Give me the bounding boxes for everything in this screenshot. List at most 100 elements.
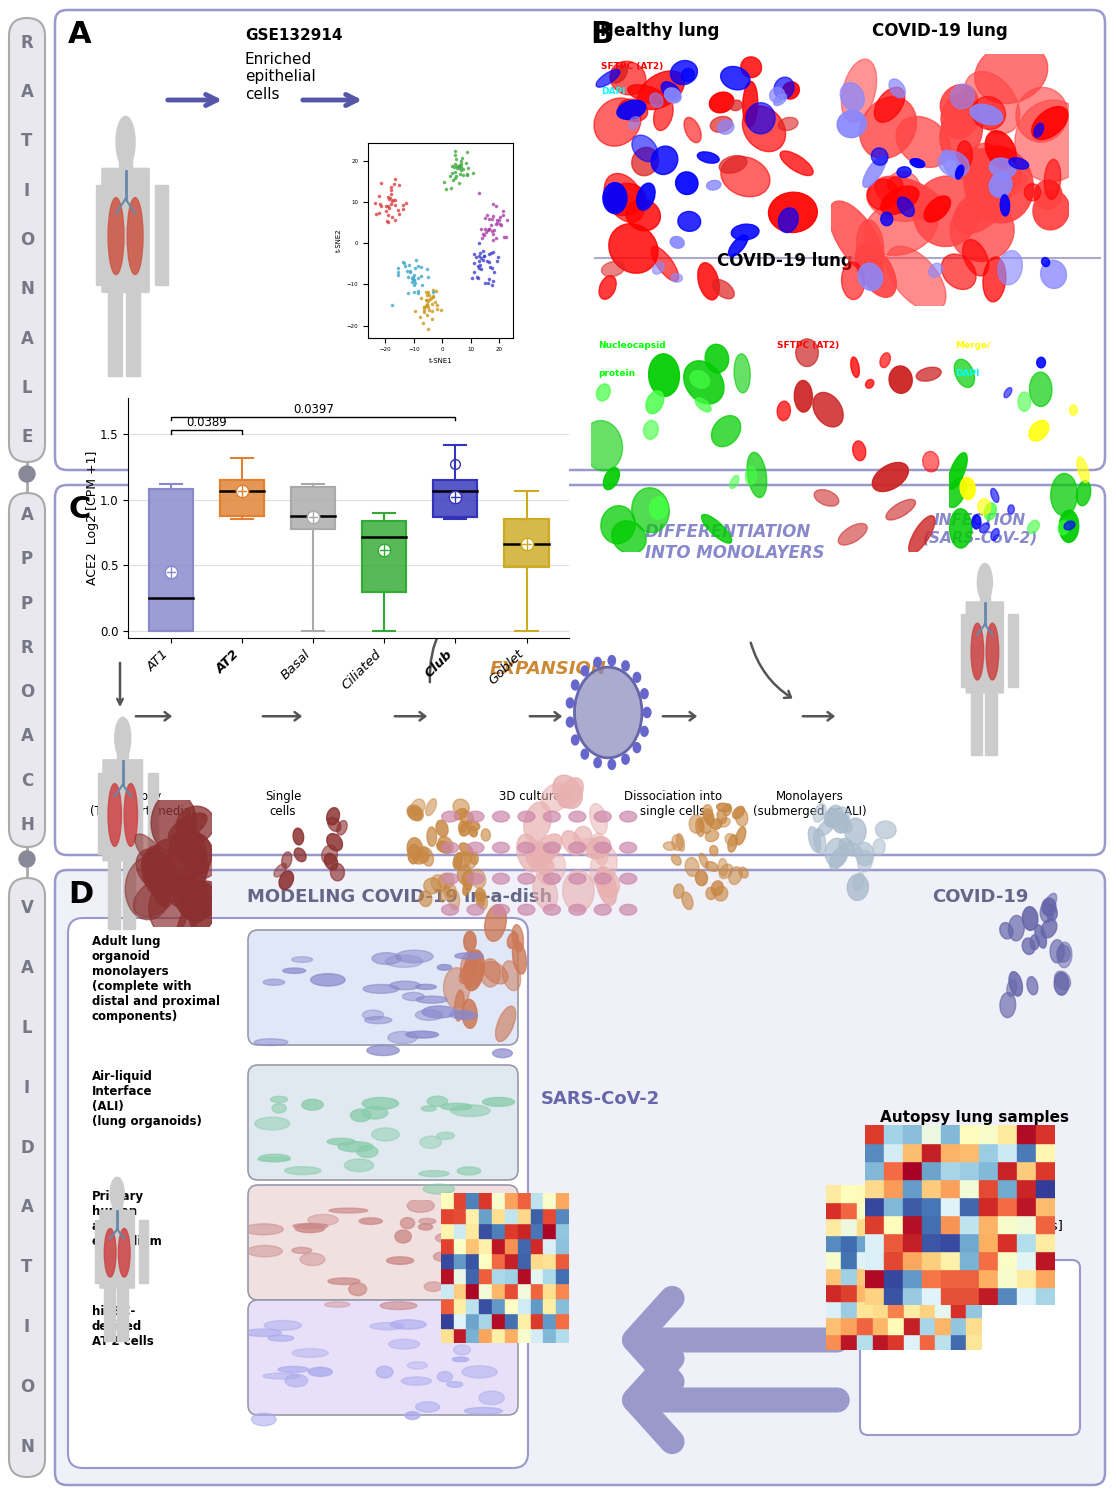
Ellipse shape [244, 1329, 281, 1336]
Ellipse shape [1055, 970, 1070, 990]
Point [484, 268, 502, 292]
Ellipse shape [769, 192, 817, 232]
Ellipse shape [402, 1377, 432, 1384]
Point [379, 194, 397, 217]
Ellipse shape [732, 807, 744, 819]
Bar [888, 1251, 904, 1268]
Ellipse shape [814, 804, 826, 822]
Bar [966, 1202, 982, 1218]
Ellipse shape [633, 672, 641, 682]
Ellipse shape [1000, 993, 1016, 1017]
Bar [935, 1234, 951, 1251]
Ellipse shape [643, 708, 651, 717]
Bar [291, 486, 335, 528]
Point [456, 152, 474, 176]
Ellipse shape [523, 802, 551, 842]
Bar [903, 1179, 922, 1197]
Point [412, 286, 430, 310]
Bar [935, 1251, 951, 1268]
Ellipse shape [327, 834, 343, 850]
Text: Biopsy
(Transport media): Biopsy (Transport media) [90, 790, 195, 818]
Ellipse shape [873, 839, 885, 855]
Ellipse shape [264, 1320, 301, 1330]
Point [384, 188, 402, 211]
Bar [826, 1284, 841, 1300]
Bar [903, 1287, 922, 1305]
Ellipse shape [176, 806, 214, 843]
Bar [951, 1334, 966, 1350]
Ellipse shape [294, 828, 304, 844]
Ellipse shape [745, 466, 757, 484]
Ellipse shape [259, 1154, 290, 1161]
Bar [941, 1215, 960, 1233]
Bar [543, 1222, 556, 1238]
Bar [888, 1317, 904, 1334]
Bar [841, 1268, 857, 1284]
Ellipse shape [462, 999, 478, 1029]
Point [366, 190, 384, 214]
Point [388, 256, 406, 280]
FancyBboxPatch shape [248, 1185, 518, 1300]
Point [408, 266, 426, 290]
Bar [518, 1238, 530, 1252]
Ellipse shape [628, 84, 666, 104]
Bar [1036, 1251, 1055, 1269]
Ellipse shape [328, 818, 340, 831]
Ellipse shape [248, 1245, 282, 1257]
Ellipse shape [1055, 972, 1069, 994]
Point [492, 213, 510, 237]
Point [450, 154, 468, 178]
Text: I: I [23, 1078, 30, 1096]
Bar [960, 1125, 979, 1143]
Bar [904, 1300, 920, 1317]
Bar [922, 1215, 941, 1233]
Bar [1017, 1233, 1036, 1251]
Text: SARS-CoV-2: SARS-CoV-2 [540, 1090, 660, 1108]
Bar [480, 1222, 492, 1238]
Bar [1017, 1125, 1036, 1143]
Ellipse shape [127, 198, 143, 274]
Ellipse shape [702, 804, 712, 820]
Point [480, 217, 498, 242]
Ellipse shape [718, 120, 734, 135]
Circle shape [492, 873, 510, 883]
Point [381, 186, 398, 210]
Point [451, 162, 469, 186]
Ellipse shape [330, 864, 345, 880]
Bar [826, 1334, 841, 1350]
Ellipse shape [719, 858, 728, 876]
Point [421, 286, 439, 310]
Bar [960, 1161, 979, 1179]
Point [386, 166, 404, 190]
Ellipse shape [923, 452, 939, 472]
Ellipse shape [567, 717, 574, 728]
Ellipse shape [423, 1184, 454, 1194]
Bar [543, 1208, 556, 1222]
Ellipse shape [729, 236, 748, 256]
Bar [1036, 1287, 1055, 1305]
Ellipse shape [179, 816, 193, 842]
Bar [865, 1197, 884, 1215]
Point [477, 272, 494, 296]
Point [448, 164, 465, 188]
Ellipse shape [173, 874, 209, 922]
Ellipse shape [471, 852, 479, 864]
Circle shape [492, 812, 510, 822]
Bar [104, 1284, 115, 1341]
Point [408, 279, 426, 303]
Ellipse shape [408, 807, 422, 820]
Bar [518, 1312, 530, 1328]
Ellipse shape [1057, 942, 1072, 968]
Ellipse shape [677, 211, 701, 231]
Ellipse shape [454, 1346, 470, 1354]
Ellipse shape [1045, 159, 1061, 200]
Point [470, 182, 488, 206]
Text: N: N [20, 280, 33, 298]
Ellipse shape [1014, 100, 1089, 182]
Ellipse shape [1024, 183, 1041, 201]
Ellipse shape [1008, 506, 1014, 515]
Ellipse shape [460, 843, 473, 855]
Text: n = 9 samples
[6 non-COVID-19 patients]: n = 9 samples [6 non-COVID-19 patients] [887, 1204, 1062, 1233]
Point [415, 294, 433, 318]
Ellipse shape [896, 117, 951, 168]
